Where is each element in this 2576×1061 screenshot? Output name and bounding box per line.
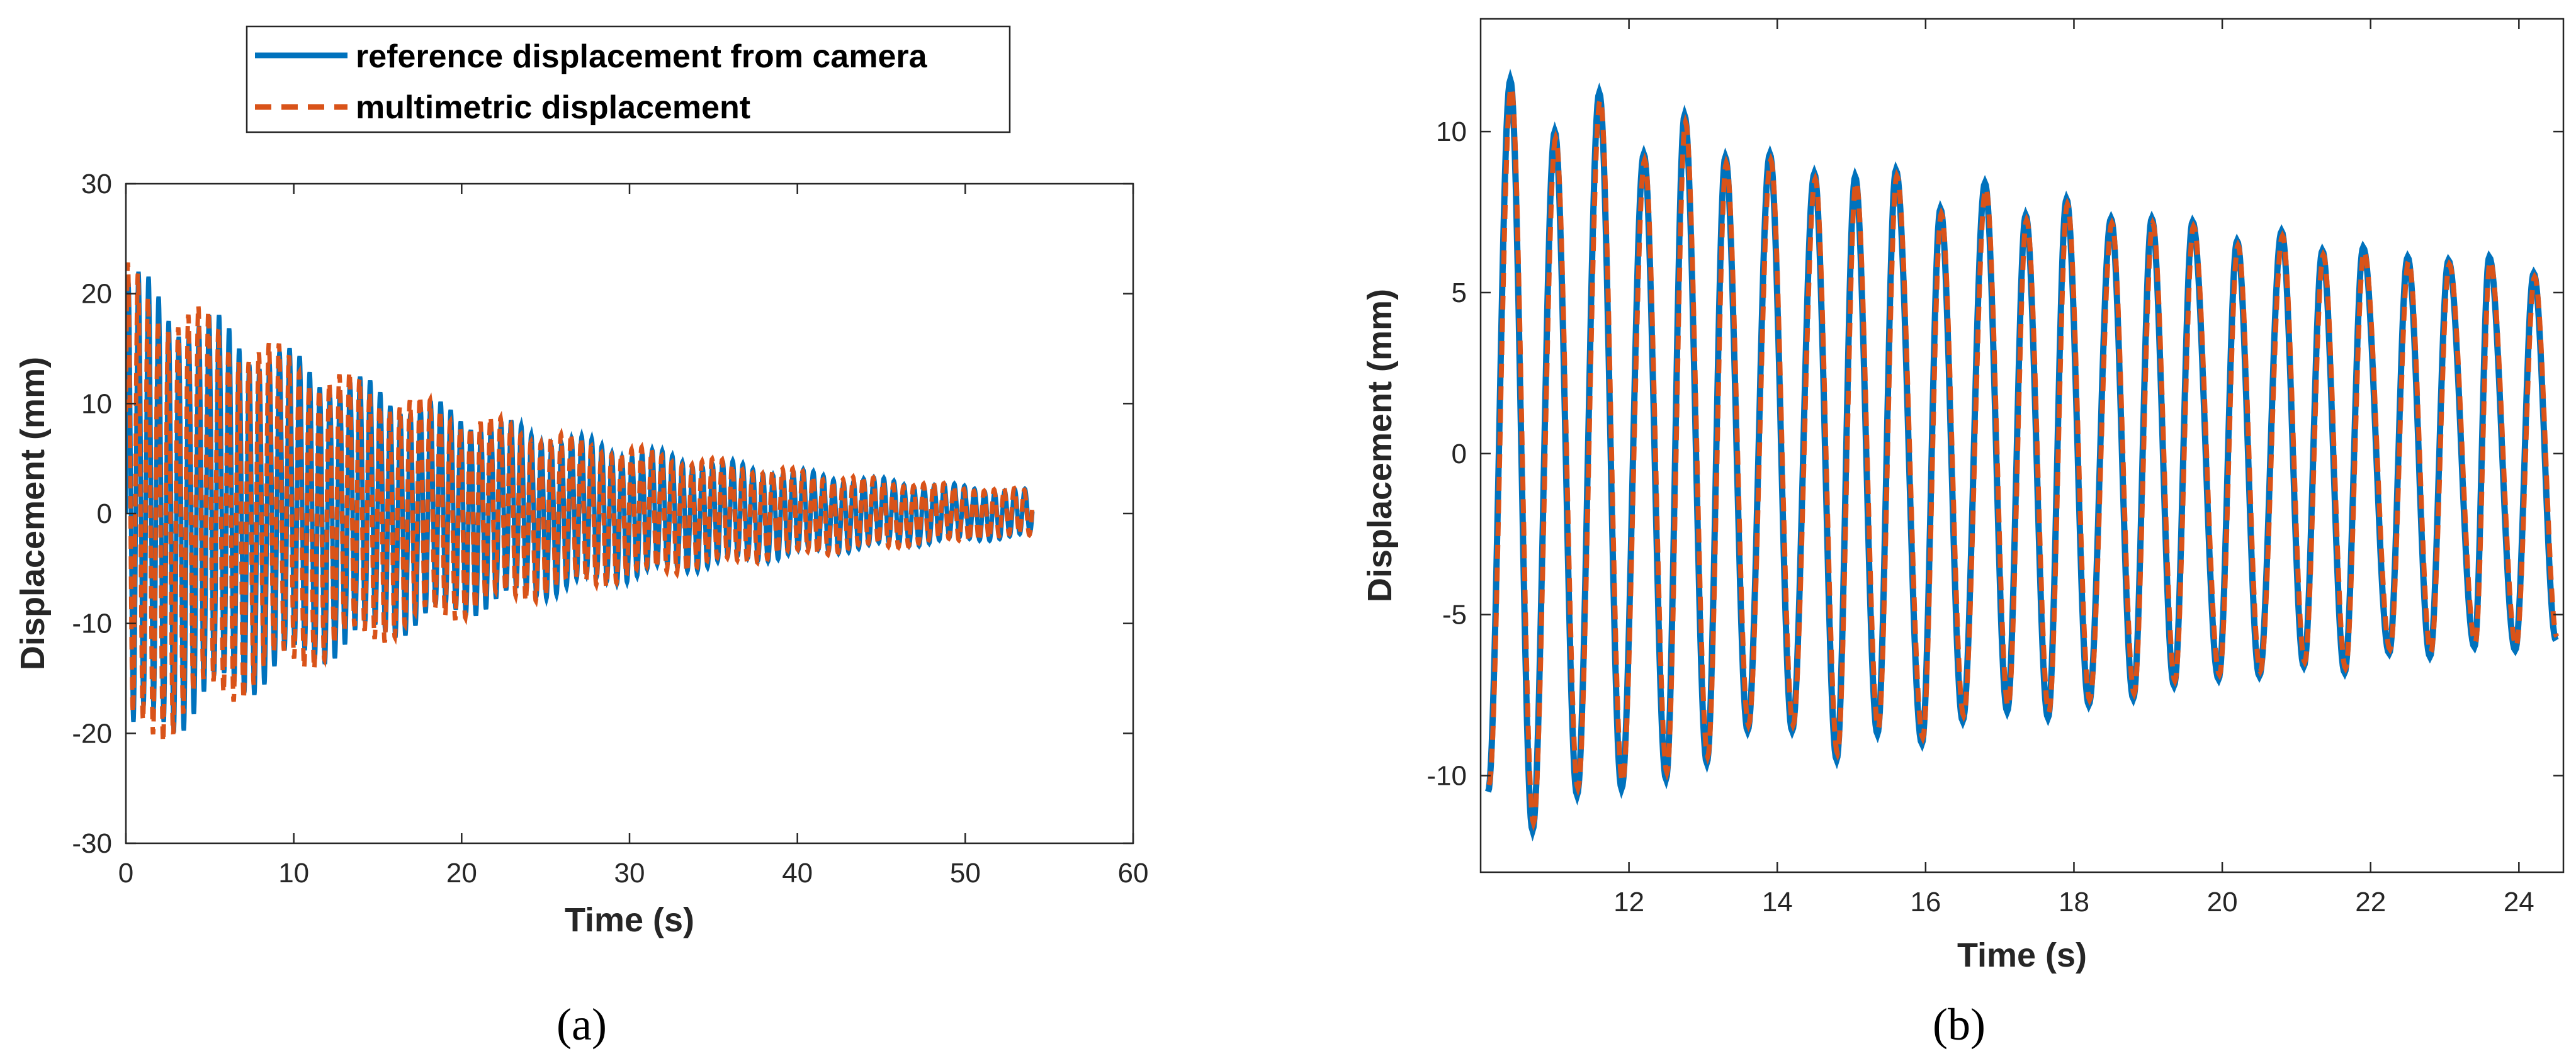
panel-a-xtick-label: 40 bbox=[782, 858, 813, 889]
panel-b-ytick-label: -10 bbox=[1426, 760, 1467, 791]
panel-b-xtick-label: 14 bbox=[1762, 887, 1793, 918]
panel-b-series-multimetric bbox=[1486, 79, 2560, 831]
panel-b-ytick-label: 5 bbox=[1452, 278, 1467, 308]
panel-b: 12 14 16 18 20 22 24 -10 -5 0 5 10 Time (s) Displac… bbox=[1361, 18, 2565, 1050]
panel-b-ytick-label: 0 bbox=[1452, 439, 1467, 469]
panel-b-xtick-label: 16 bbox=[1910, 887, 1941, 918]
panel-a-ytick-label: -30 bbox=[72, 828, 112, 859]
panel-b-xlabel: Time (s) bbox=[1957, 936, 2087, 974]
panel-b-axes-box bbox=[1479, 18, 2565, 873]
panel-a-ytick-label: 30 bbox=[81, 169, 112, 199]
panel-b-xtick-label: 12 bbox=[1613, 887, 1644, 918]
panel-a-ytick-label: 20 bbox=[81, 279, 112, 310]
panel-a-ytick-label: 10 bbox=[81, 388, 112, 419]
caption-b: (b) bbox=[1933, 999, 1986, 1050]
legend-box bbox=[246, 25, 1011, 133]
panel-b-xtick-label: 24 bbox=[2504, 887, 2534, 918]
legend: reference displacement from camera multi… bbox=[246, 25, 1011, 133]
panel-a-xtick-label: 60 bbox=[1118, 858, 1149, 889]
panel-a-xtick-label: 30 bbox=[614, 858, 645, 889]
panel-a-ytick-label: -20 bbox=[72, 718, 112, 749]
panel-b-ytick-label: -5 bbox=[1442, 600, 1467, 631]
panel-b-ylabel: Displacement (mm) bbox=[1361, 289, 1399, 602]
panel-a-ytick-label: 0 bbox=[97, 498, 112, 529]
panel-a-xtick-label: 20 bbox=[446, 858, 477, 889]
panel-b-xtick-label: 20 bbox=[2207, 887, 2238, 918]
legend-label-reference: reference displacement from camera bbox=[356, 38, 928, 75]
legend-label-multimetric: multimetric displacement bbox=[356, 89, 750, 126]
panel-b-xtick-label: 22 bbox=[2355, 887, 2386, 918]
panel-a-xtick-label: 10 bbox=[278, 858, 309, 889]
panel-b-xtick-label: 18 bbox=[2059, 887, 2089, 918]
panel-a: 0 10 20 30 40 50 60 -30 -20 -10 0 10 20 30 Time (s) D… bbox=[14, 25, 1149, 1050]
panel-a-ytick-label: -10 bbox=[72, 609, 112, 639]
panel-a-xtick-label: 0 bbox=[118, 858, 133, 889]
panel-a-series-multimetric bbox=[126, 262, 1035, 743]
panel-b-ytick-label: 10 bbox=[1436, 116, 1467, 147]
panel-a-xtick-label: 50 bbox=[950, 858, 981, 889]
caption-a: (a) bbox=[556, 999, 607, 1050]
panel-a-ylabel: Displacement (mm) bbox=[14, 357, 52, 670]
panel-a-xlabel: Time (s) bbox=[565, 901, 694, 939]
